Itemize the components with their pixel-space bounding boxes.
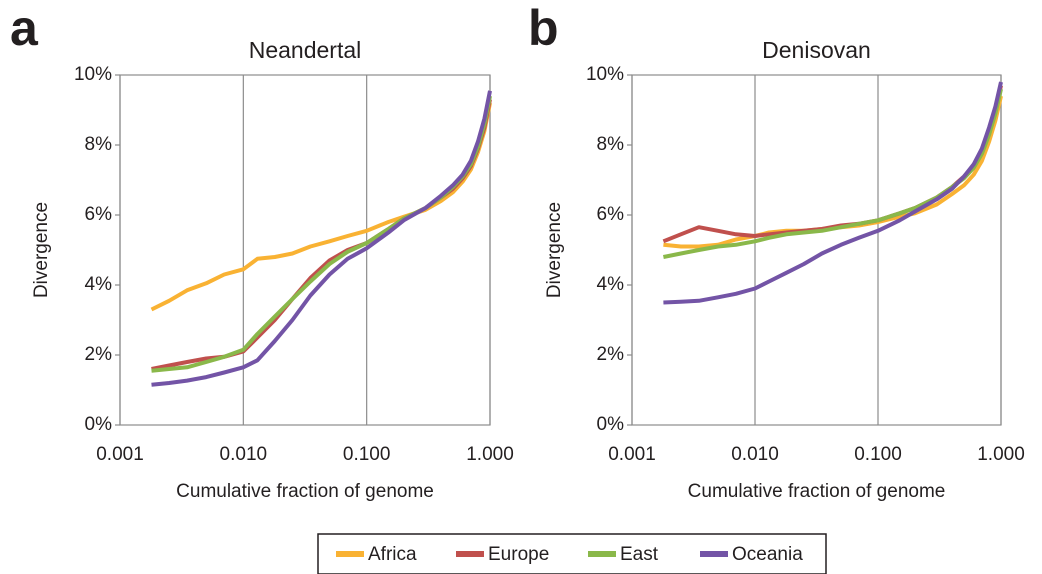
y-tick-label: 0% — [85, 414, 113, 435]
x-tick-label: 0.010 — [220, 444, 268, 465]
series-line — [151, 90, 492, 387]
plot-frame — [631, 74, 1002, 426]
y-tick-label: 10% — [74, 64, 112, 85]
legend-label: Africa — [368, 544, 417, 565]
x-axis-label: Cumulative fraction of genome — [688, 481, 946, 502]
x-tick-label: 1.000 — [466, 444, 514, 465]
series-line — [151, 95, 492, 373]
series-line — [663, 81, 1003, 305]
y-tick-label: 10% — [586, 64, 624, 85]
panel-letter: b — [528, 0, 559, 56]
y-tick-label: 4% — [597, 274, 625, 295]
y-tick-label: 8% — [85, 134, 113, 155]
x-axis-label: Cumulative fraction of genome — [176, 481, 434, 502]
y-tick-label: 8% — [597, 134, 625, 155]
y-tick-label: 2% — [597, 344, 625, 365]
series-line — [151, 99, 492, 371]
y-tick-label: 6% — [85, 204, 113, 225]
legend-label: Europe — [488, 544, 549, 565]
y-tick-label: 6% — [597, 204, 625, 225]
y-axis-label: Divergence — [544, 202, 565, 298]
y-tick-label: 4% — [85, 274, 113, 295]
series-line — [150, 102, 492, 312]
y-tick-label: 0% — [597, 414, 625, 435]
series-line — [663, 95, 1003, 249]
x-tick-label: 0.100 — [854, 444, 902, 465]
x-tick-label: 0.001 — [608, 444, 656, 465]
series-line — [662, 85, 1003, 244]
x-tick-label: 1.000 — [977, 444, 1025, 465]
x-tick-label: 0.100 — [343, 444, 391, 465]
chart-title: Denisovan — [762, 37, 871, 63]
x-tick-label: 0.010 — [731, 444, 779, 465]
panel-letter: a — [10, 0, 39, 56]
legend-box — [317, 533, 827, 574]
y-axis-label: Divergence — [31, 202, 52, 298]
y-tick-label: 2% — [85, 344, 113, 365]
chart-title: Neandertal — [249, 37, 362, 63]
legend-label: Oceania — [732, 544, 803, 565]
legend-label: East — [620, 544, 659, 565]
x-tick-label: 0.001 — [96, 444, 144, 465]
